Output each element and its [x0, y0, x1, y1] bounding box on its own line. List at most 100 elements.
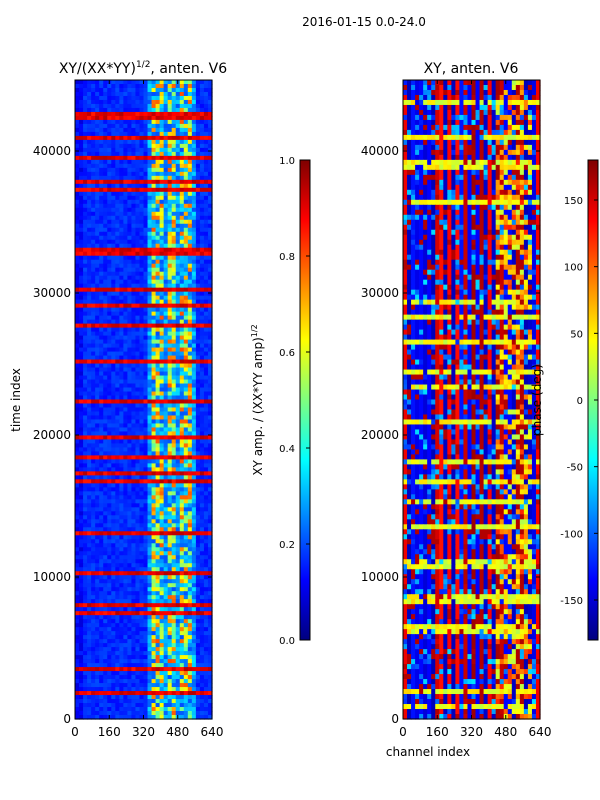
heatmap-cell — [179, 607, 185, 612]
heatmap-cell — [143, 547, 149, 552]
heatmap-cell — [83, 423, 88, 429]
heatmap-cell — [131, 115, 137, 121]
heatmap-cell — [107, 611, 112, 616]
heatmap-cell — [127, 291, 133, 297]
heatmap-cell — [167, 219, 173, 225]
heatmap-cell — [115, 547, 120, 552]
heatmap-cell — [151, 219, 157, 225]
heatmap-cell — [99, 191, 104, 197]
heatmap-cell — [203, 559, 209, 564]
heatmap-cell — [203, 635, 209, 640]
heatmap-cell — [203, 387, 209, 393]
heatmap-cell — [103, 99, 108, 105]
heatmap-cell — [91, 503, 96, 508]
heatmap-cell — [75, 303, 80, 309]
heatmap-cell — [147, 251, 153, 257]
heatmap-cell — [147, 239, 153, 245]
heatmap-cell — [151, 303, 157, 309]
heatmap-cell — [83, 619, 88, 624]
heatmap-cell — [87, 127, 92, 133]
heatmap-cell — [115, 87, 120, 93]
heatmap-cell — [175, 187, 181, 193]
heatmap-cell — [159, 207, 165, 213]
heatmap-cell — [95, 159, 100, 165]
heatmap-cell — [147, 359, 153, 365]
heatmap-cell — [191, 287, 197, 293]
heatmap-cell — [203, 435, 209, 441]
heatmap-cell — [151, 559, 157, 564]
heatmap-cell — [175, 499, 181, 504]
heatmap-cell — [163, 247, 169, 253]
heatmap-cell — [91, 475, 96, 480]
heatmap-cell — [151, 635, 157, 640]
heatmap-cell — [151, 539, 157, 544]
heatmap-cell — [203, 519, 209, 524]
heatmap-cell — [131, 543, 137, 548]
heatmap-cell — [103, 455, 108, 461]
heatmap-cell — [91, 491, 96, 496]
heatmap-cell — [147, 347, 153, 353]
heatmap-cell — [123, 311, 128, 317]
heatmap-cell — [171, 535, 177, 540]
heatmap-cell — [143, 195, 149, 201]
heatmap-cell — [87, 327, 92, 333]
heatmap-cell — [147, 203, 153, 209]
heatmap-cell — [139, 103, 145, 109]
heatmap-cell — [127, 275, 133, 281]
heatmap-cell — [87, 635, 92, 640]
heatmap-cell — [99, 171, 104, 177]
heatmap-cell — [135, 523, 141, 528]
heatmap-cell — [207, 535, 213, 540]
heatmap-cell — [183, 367, 189, 373]
heatmap-cell — [135, 303, 141, 309]
heatmap-cell — [127, 299, 133, 305]
heatmap-cell — [103, 191, 108, 197]
heatmap-cell — [183, 323, 189, 329]
heatmap-cell — [103, 467, 108, 472]
heatmap-cell — [95, 607, 100, 612]
heatmap-cell — [103, 643, 108, 648]
heatmap-cell — [131, 311, 137, 317]
heatmap-cell — [75, 403, 80, 409]
heatmap-cell — [171, 299, 177, 305]
heatmap-cell — [119, 583, 124, 588]
heatmap-cell — [143, 171, 149, 177]
heatmap-cell — [155, 475, 161, 480]
heatmap-cell — [195, 423, 201, 429]
heatmap-cell — [135, 291, 141, 297]
heatmap-cell — [183, 371, 189, 377]
heatmap-cell — [103, 439, 108, 445]
heatmap-cell — [139, 615, 145, 620]
heatmap-cell — [167, 179, 173, 185]
heatmap-cell — [183, 583, 189, 588]
heatmap-cell — [203, 343, 209, 349]
heatmap-cell — [119, 163, 124, 169]
heatmap-cell — [111, 127, 116, 133]
heatmap-cell — [131, 355, 137, 361]
heatmap-cell — [207, 495, 213, 500]
heatmap-cell — [191, 483, 197, 488]
heatmap-cell — [87, 631, 92, 636]
heatmap-cell — [155, 579, 161, 584]
heatmap-cell — [175, 231, 181, 237]
heatmap-cell — [99, 303, 104, 309]
heatmap-cell — [143, 559, 149, 564]
heatmap-cell — [163, 659, 169, 664]
heatmap-cell — [99, 571, 104, 576]
heatmap-cell — [147, 99, 153, 105]
heatmap-cell — [91, 379, 96, 385]
heatmap-cell — [159, 415, 165, 421]
heatmap-cell — [107, 235, 112, 241]
heatmap-cell — [151, 575, 157, 580]
heatmap-cell — [91, 487, 96, 492]
heatmap-cell — [127, 399, 133, 405]
heatmap-cell — [147, 227, 153, 233]
heatmap-cell — [87, 435, 92, 441]
heatmap-cell — [171, 191, 177, 197]
heatmap-cell — [83, 147, 88, 153]
heatmap-cell — [99, 115, 104, 121]
heatmap-cell — [135, 335, 141, 341]
heatmap-cell — [199, 611, 205, 616]
heatmap-cell — [111, 403, 116, 409]
heatmap-cell — [107, 95, 112, 101]
